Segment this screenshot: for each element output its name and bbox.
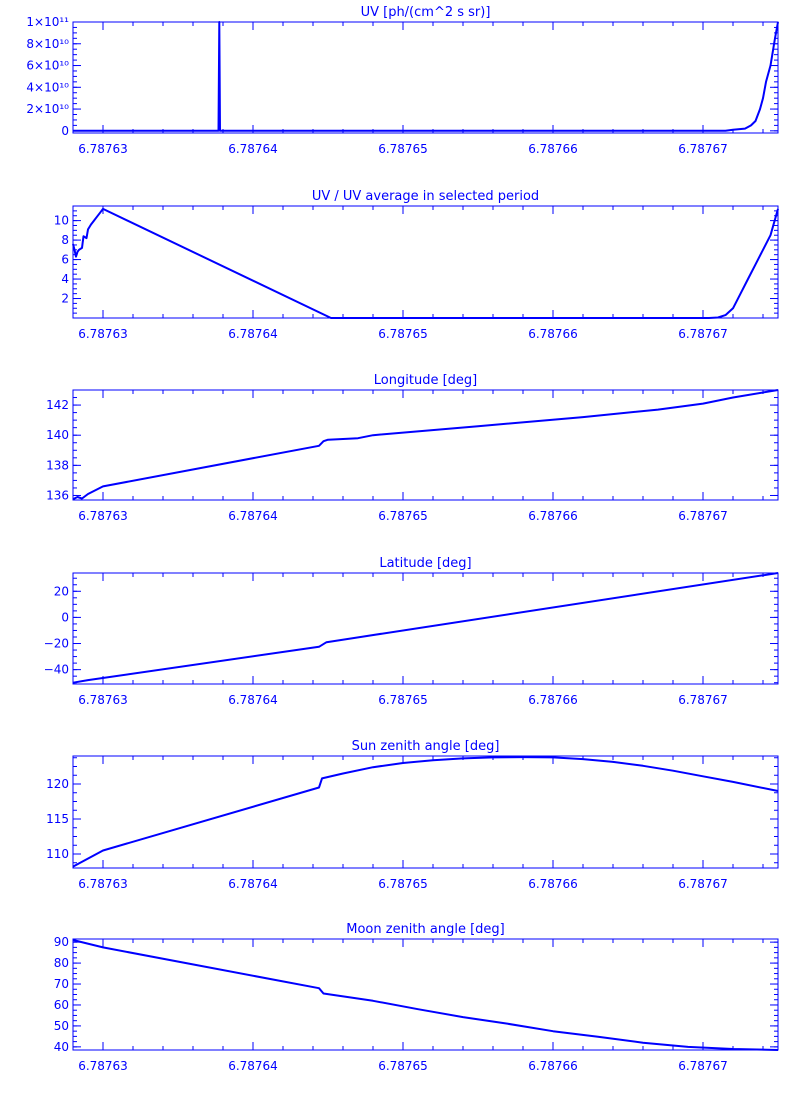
y-tick-label: 120 xyxy=(46,777,69,791)
x-tick-label: 6.78766 xyxy=(528,509,578,523)
x-tick-label: 6.78765 xyxy=(378,693,428,707)
chart-title: Longitude [deg] xyxy=(374,373,477,388)
x-tick-label: 6.78763 xyxy=(78,1059,128,1073)
y-tick-label: 90 xyxy=(54,935,69,949)
y-tick-label: 0 xyxy=(61,610,69,624)
plot-frame xyxy=(72,389,779,501)
x-tick-label: 6.78763 xyxy=(78,142,128,156)
x-tick-label: 6.78765 xyxy=(378,327,428,341)
y-tick-label: 60 xyxy=(54,998,69,1012)
chart-title: UV [ph/(cm^2 s sr)] xyxy=(361,5,491,20)
chart-panel-3: Longitude [deg] 6.78763 6.78764 6.78765 6.78… xyxy=(46,373,779,523)
x-tick-label: 6.78767 xyxy=(678,693,728,707)
x-tick-label: 6.78766 xyxy=(528,1059,578,1073)
x-tick-label: 6.78765 xyxy=(378,1059,428,1073)
x-tick-label: 6.78765 xyxy=(378,877,428,891)
plot-frame xyxy=(72,21,779,134)
x-tick-label: 6.78764 xyxy=(228,1059,278,1073)
series-line-1 xyxy=(72,572,779,684)
x-tick-label: 6.78767 xyxy=(678,877,728,891)
series-line-1 xyxy=(72,939,779,1051)
y-tick-label: 4×10¹⁰ xyxy=(26,80,69,94)
chart-panel-4: Latitude [deg] 6.78763 6.78764 6.78765 6.787… xyxy=(44,556,779,707)
y-tick-label: 1×10¹¹ xyxy=(26,15,69,29)
series-line-1 xyxy=(72,389,779,501)
plot-frame xyxy=(72,755,779,869)
x-tick-label: 6.78767 xyxy=(678,1059,728,1073)
plot-frame xyxy=(72,938,779,1051)
plot-frame xyxy=(72,205,779,319)
y-tick-label: 10 xyxy=(54,214,69,228)
x-tick-label: 6.78764 xyxy=(228,327,278,341)
y-tick-label: 140 xyxy=(46,428,69,442)
y-tick-label: 50 xyxy=(54,1019,69,1033)
chart-title: UV / UV average in selected period xyxy=(312,189,539,204)
x-tick-label: 6.78767 xyxy=(678,142,728,156)
y-tick-label: −40 xyxy=(44,663,69,677)
y-tick-label: 115 xyxy=(46,812,69,826)
x-tick-label: 6.78764 xyxy=(228,142,278,156)
x-tick-label: 6.78765 xyxy=(378,509,428,523)
x-tick-label: 6.78763 xyxy=(78,327,128,341)
y-tick-label: 142 xyxy=(46,398,69,412)
y-tick-label: 8 xyxy=(61,233,69,247)
y-tick-label: −20 xyxy=(44,637,69,651)
x-tick-label: 6.78767 xyxy=(678,509,728,523)
x-tick-label: 6.78763 xyxy=(78,693,128,707)
y-tick-label: 2×10¹⁰ xyxy=(26,102,69,116)
x-tick-label: 6.78766 xyxy=(528,142,578,156)
y-tick-label: 20 xyxy=(54,584,69,598)
x-tick-label: 6.78763 xyxy=(78,509,128,523)
x-tick-label: 6.78764 xyxy=(228,877,278,891)
y-tick-label: 8×10¹⁰ xyxy=(26,37,69,51)
chart-title: Sun zenith angle [deg] xyxy=(352,739,500,754)
x-tick-label: 6.78766 xyxy=(528,327,578,341)
chart-panel-2: UV / UV average in selected period 6.7876… xyxy=(54,189,779,341)
chart-panel-6: Moon zenith angle [deg] 6.78763 6.78764 6.7… xyxy=(54,922,779,1073)
series-line-1 xyxy=(72,756,779,868)
x-tick-label: 6.78766 xyxy=(528,693,578,707)
y-tick-label: 40 xyxy=(54,1040,69,1054)
x-tick-label: 6.78765 xyxy=(378,142,428,156)
x-tick-label: 6.78763 xyxy=(78,877,128,891)
series-line-1 xyxy=(73,21,779,132)
y-tick-label: 0 xyxy=(61,124,69,138)
chart-panel-1: UV [ph/(cm^2 s sr)] 6.78763 6.78764 6.78765… xyxy=(26,5,779,156)
x-tick-label: 6.78767 xyxy=(678,327,728,341)
y-tick-label: 6×10¹⁰ xyxy=(26,59,69,73)
y-tick-label: 138 xyxy=(46,458,69,472)
y-tick-label: 80 xyxy=(54,956,69,970)
chart-title: Moon zenith angle [deg] xyxy=(346,922,504,937)
x-tick-label: 6.78766 xyxy=(528,877,578,891)
y-tick-label: 6 xyxy=(61,253,69,267)
y-tick-label: 4 xyxy=(61,272,69,286)
series-line-1 xyxy=(72,207,779,319)
chart-title: Latitude [deg] xyxy=(379,556,471,571)
x-tick-label: 6.78764 xyxy=(228,509,278,523)
y-tick-label: 110 xyxy=(46,847,69,861)
x-tick-label: 6.78764 xyxy=(228,693,278,707)
y-tick-label: 70 xyxy=(54,977,69,991)
chart-panel-5: Sun zenith angle [deg] 6.78763 6.78764 6.78… xyxy=(46,739,779,891)
plot-frame xyxy=(72,572,779,685)
y-tick-label: 2 xyxy=(61,292,69,306)
y-tick-label: 136 xyxy=(46,488,69,502)
